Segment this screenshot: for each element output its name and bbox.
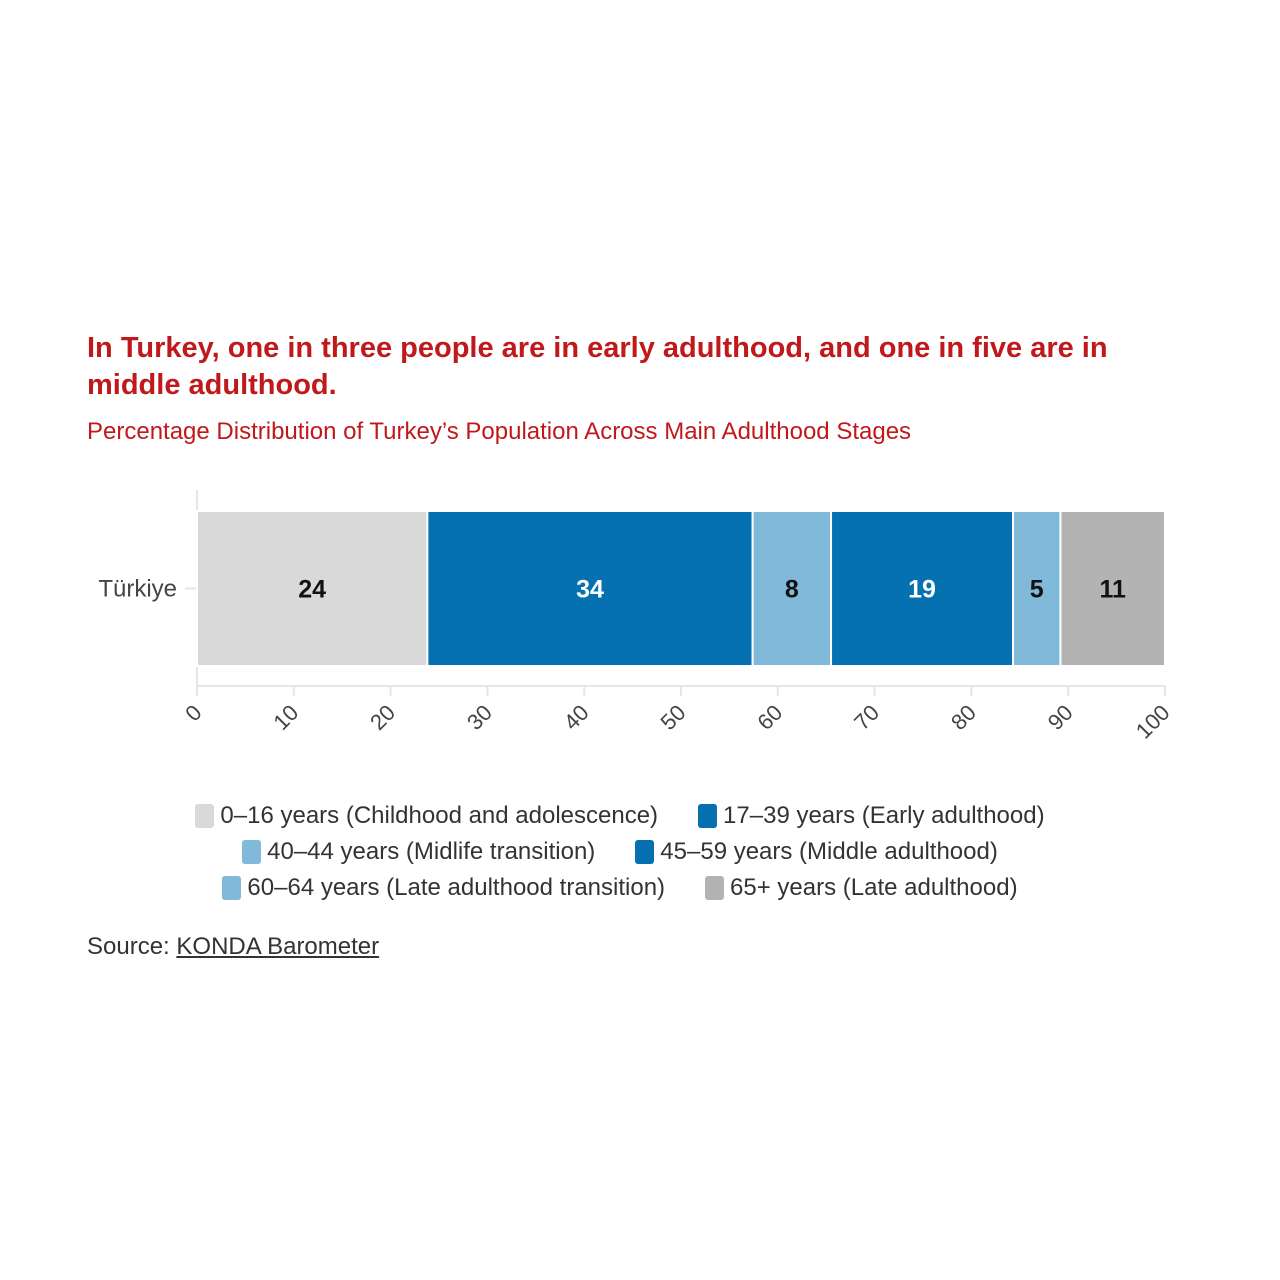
x-tick-label: 70 [849,700,884,735]
x-tick-label: 90 [1043,700,1078,735]
x-tick-label: 50 [656,700,691,735]
legend-item: 65+ years (Late adulthood) [705,874,1018,902]
legend-label: 40–44 years (Midlife transition) [267,838,596,865]
bar-segment [830,510,1015,667]
legend-label: 60–64 years (Late adulthood transition) [247,874,666,901]
legend: 0–16 years (Childhood and adolescence) 1… [100,798,1140,906]
legend-swatch [195,804,215,828]
bar-segment [1012,510,1062,667]
source-prefix: Source: [87,933,170,960]
x-tick-label: 10 [268,700,303,735]
legend-item: 60–64 years (Late adulthood transition) [222,874,665,902]
source-link[interactable]: KONDA Barometer [176,933,380,960]
x-tick-label: 60 [752,700,787,735]
bar-segment [426,510,754,667]
x-tick-label: 40 [559,700,594,735]
data-label: 11 [1100,576,1127,604]
legend-swatch [242,840,262,864]
chart-subtitle: Percentage Distribution of Turkey’s Popu… [87,418,912,445]
legend-swatch [222,876,242,900]
legend-item: 17–39 years (Early adulthood) [698,802,1045,830]
data-label: 19 [908,576,936,604]
x-tick-label: 100 [1131,700,1175,744]
y-tick-label: Türkiye [98,576,177,603]
legend-item: 0–16 years (Childhood and adolescence) [195,802,658,830]
legend-item: 40–44 years (Midlife transition) [242,838,595,866]
x-tick-label: 0 [180,700,206,726]
legend-label: 65+ years (Late adulthood) [730,874,1018,901]
x-tick-label: 30 [462,700,497,735]
x-tick-label: 20 [365,700,400,735]
legend-swatch [705,876,725,900]
legend-label: 0–16 years (Childhood and adolescence) [220,802,659,829]
legend-label: 45–59 years (Middle adulthood) [660,838,998,865]
legend-label: 17–39 years (Early adulthood) [723,802,1045,829]
data-label: 24 [298,576,326,604]
data-label: 5 [1030,576,1044,604]
chart-title: In Turkey, one in three people are in ea… [87,332,1108,401]
bar-segment [1059,510,1167,667]
data-label: 8 [785,576,799,604]
x-tick-label: 80 [946,700,981,735]
source-note: Source: KONDA Barometer [87,933,379,961]
legend-swatch [698,804,718,828]
data-label: 34 [576,576,604,604]
bar-segment [196,510,429,667]
legend-swatch [635,840,655,864]
bar-segment [751,510,833,667]
stacked-bar-chart: Türkiye 24 34 8 19 5 11 0 10 20 30 40 50 60 70 80 90 100 [98,490,1175,744]
legend-item: 45–59 years (Middle adulthood) [635,838,998,866]
